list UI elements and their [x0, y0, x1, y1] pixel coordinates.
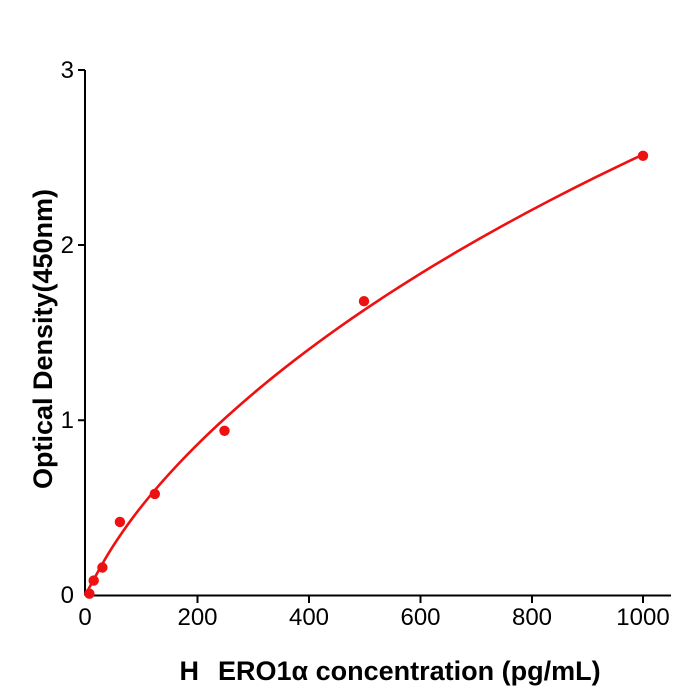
svg-text:Optical Density(450nm): Optical Density(450nm) — [28, 189, 58, 489]
svg-text:1: 1 — [61, 407, 74, 434]
svg-text:2: 2 — [61, 232, 74, 259]
svg-text:0: 0 — [61, 582, 74, 609]
svg-text:0: 0 — [78, 604, 91, 631]
svg-text:800: 800 — [512, 604, 552, 631]
svg-text:200: 200 — [177, 604, 217, 631]
svg-text:3: 3 — [61, 57, 74, 84]
svg-text:600: 600 — [400, 604, 440, 631]
svg-text:1000: 1000 — [616, 604, 669, 631]
svg-text:400: 400 — [289, 604, 329, 631]
